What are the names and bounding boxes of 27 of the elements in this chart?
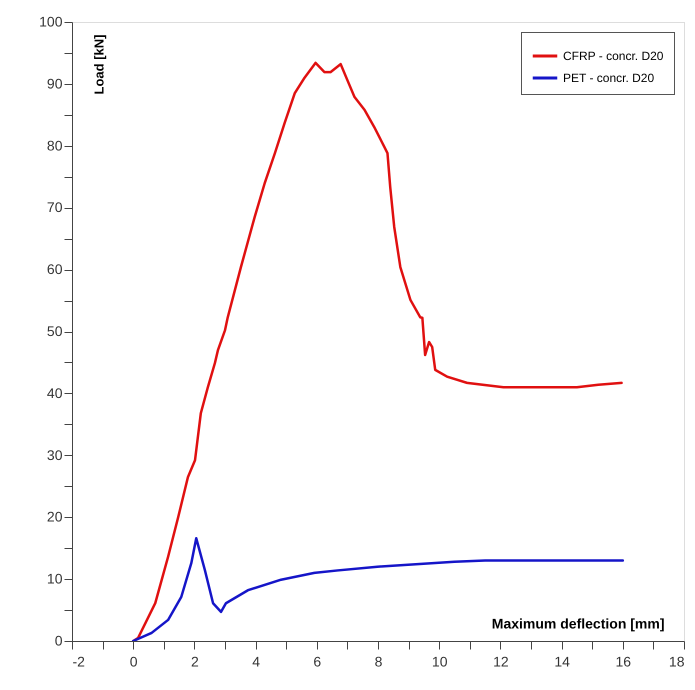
y-tick-label: 100 xyxy=(39,14,63,30)
x-axis-title: Maximum deflection [mm] xyxy=(492,616,664,632)
x-tick-label: -2 xyxy=(72,654,86,670)
legend-label: PET - concr. D20 xyxy=(563,71,654,85)
line-series xyxy=(132,536,624,641)
legend-label: CFRP - concr. D20 xyxy=(563,49,664,63)
x-tick-label: 6 xyxy=(313,654,322,670)
x-tick-label: 14 xyxy=(554,654,570,670)
y-tick-label: 20 xyxy=(46,508,63,525)
y-tick-label: 70 xyxy=(46,199,63,216)
y-tick-label: 90 xyxy=(46,75,63,92)
y-axis-title: Load [kN] xyxy=(92,34,106,94)
x-tick-label: 18 xyxy=(668,654,685,670)
x-tick-label: 2 xyxy=(191,654,199,670)
y-tick-label: 40 xyxy=(46,384,63,401)
y-tick-label: 0 xyxy=(54,632,63,648)
x-tick-label: 0 xyxy=(130,654,138,670)
y-tick-label: 10 xyxy=(46,570,63,587)
x-tick-label: 4 xyxy=(252,654,260,670)
x-tick-label: 8 xyxy=(374,654,383,670)
x-tick-label: 10 xyxy=(432,654,448,670)
y-tick-label: 80 xyxy=(46,137,63,154)
x-tick-label: 12 xyxy=(493,654,509,670)
y-tick-label: 30 xyxy=(46,446,63,463)
y-tick-label: 50 xyxy=(46,323,63,339)
y-tick-label: 60 xyxy=(46,261,63,278)
x-tick-label: 16 xyxy=(616,654,632,670)
